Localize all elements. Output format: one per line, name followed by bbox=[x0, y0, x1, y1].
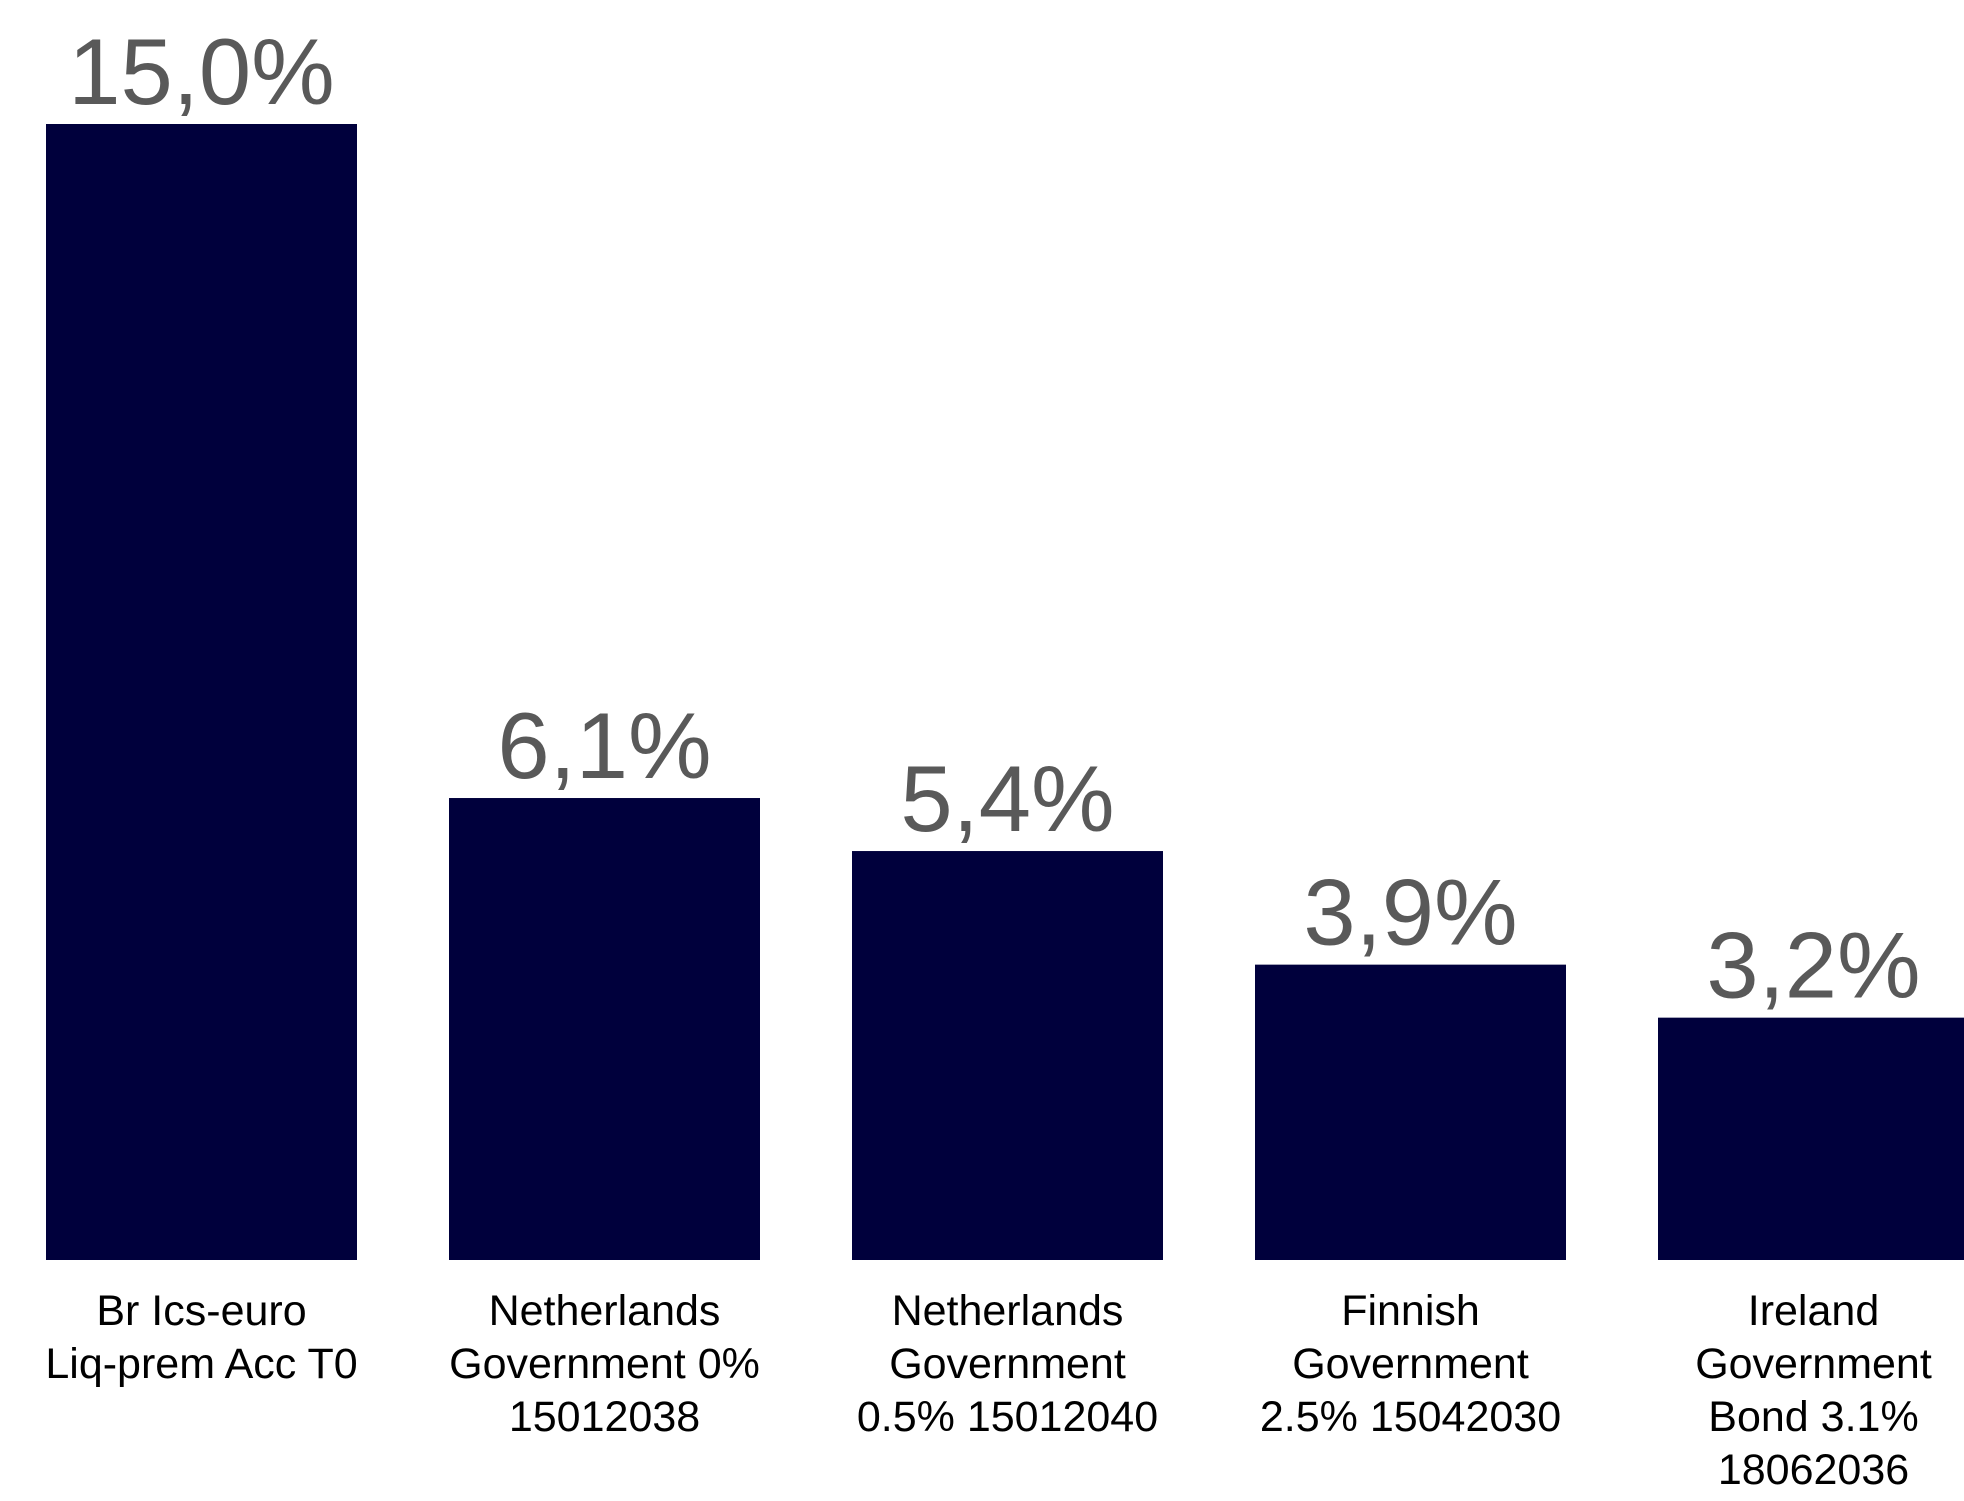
category-label-4: Finnish Government 2.5% 15042030 bbox=[1260, 1287, 1561, 1441]
bar-1 bbox=[46, 124, 357, 1260]
category-label-5: Ireland Government Bond 3.1% 18062036 bbox=[1695, 1287, 1932, 1494]
value-label-5: 3,2% bbox=[1706, 913, 1920, 1018]
category-label-4-line-2: Government bbox=[1292, 1340, 1529, 1388]
category-label-1-line-2: Liq-prem Acc T0 bbox=[45, 1340, 357, 1388]
category-label-3-line-1: Netherlands bbox=[892, 1287, 1124, 1335]
category-label-1: Br Ics-euro Liq-prem Acc T0 bbox=[45, 1287, 357, 1388]
category-label-1-line-1: Br Ics-euro bbox=[96, 1287, 306, 1335]
bar-5 bbox=[1658, 1017, 1964, 1260]
category-label-2-line-2: Government 0% bbox=[449, 1340, 760, 1388]
category-label-5-line-1: Ireland bbox=[1748, 1287, 1879, 1335]
category-label-3-line-3: 0.5% 15012040 bbox=[857, 1393, 1158, 1441]
category-label-4-line-1: Finnish bbox=[1341, 1287, 1480, 1335]
value-label-4: 3,9% bbox=[1303, 860, 1517, 965]
category-label-3: Netherlands Government 0.5% 15012040 bbox=[857, 1287, 1158, 1441]
category-label-5-line-4: 18062036 bbox=[1718, 1446, 1909, 1494]
category-label-2: Netherlands Government 0% 15012038 bbox=[449, 1287, 760, 1441]
category-label-4-line-3: 2.5% 15042030 bbox=[1260, 1393, 1561, 1441]
category-label-5-line-3: Bond 3.1% bbox=[1708, 1393, 1918, 1441]
category-label-2-line-3: 15012038 bbox=[509, 1393, 700, 1441]
category-label-2-line-1: Netherlands bbox=[489, 1287, 721, 1335]
bar-3 bbox=[852, 851, 1163, 1260]
value-label-3: 5,4% bbox=[900, 746, 1114, 851]
bar-2 bbox=[449, 798, 760, 1260]
bar-4 bbox=[1255, 964, 1566, 1260]
category-label-5-line-2: Government bbox=[1695, 1340, 1932, 1388]
value-label-1: 15,0% bbox=[68, 19, 335, 124]
value-label-2: 6,1% bbox=[497, 693, 711, 798]
category-label-3-line-2: Government bbox=[889, 1340, 1126, 1388]
